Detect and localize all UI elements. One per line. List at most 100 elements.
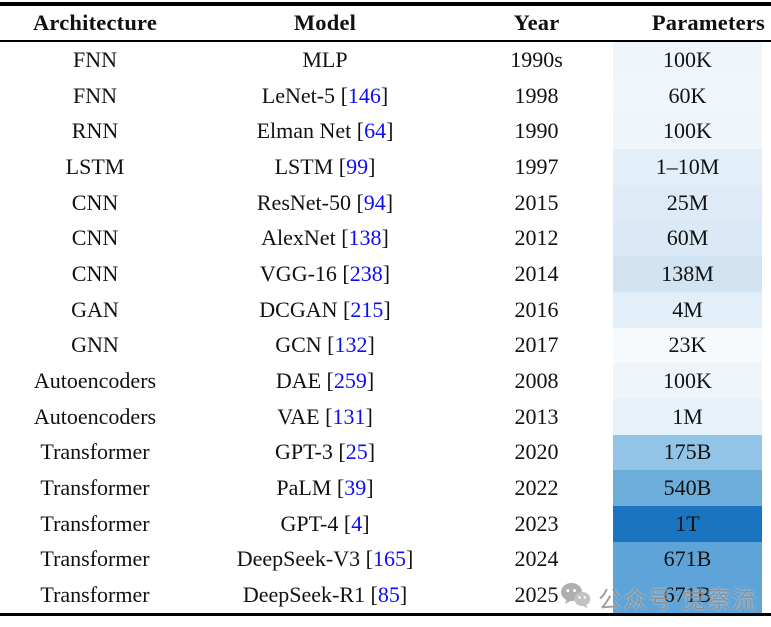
citation-bracket-open: [ (338, 510, 352, 536)
col-header-parameters: Parameters (651, 10, 765, 35)
citation-link[interactable]: 165 (372, 546, 406, 572)
citation-bracket-open: [ (365, 582, 378, 608)
params-cell: 100K (613, 113, 771, 150)
model-name: PaLM (276, 475, 332, 501)
citation-link[interactable]: 238 (349, 260, 383, 286)
params-value: 100K (613, 113, 762, 150)
citation-bracket-close: ] (385, 189, 394, 215)
model-name: LeNet-5 (261, 82, 336, 108)
architecture-cell: Transformer (40, 510, 150, 536)
table-bottom-rule (0, 613, 771, 616)
architecture-cell: Autoencoders (33, 368, 157, 394)
architecture-cell: CNN (71, 225, 119, 251)
table-row: Transformer GPT-4 [4] 2023 1T (0, 505, 771, 542)
table-row: RNN Elman Net [64] 1990 100K (0, 113, 771, 150)
citation-bracket-close: ] (383, 296, 391, 322)
model-cell: VGG-16 [238] (190, 256, 460, 292)
architecture-cell: Transformer (40, 582, 150, 608)
citation-link[interactable]: 131 (332, 403, 366, 429)
params-value: 138M (613, 256, 762, 292)
citation-link[interactable]: 99 (346, 153, 369, 179)
citation-bracket-open: [ (331, 475, 345, 501)
params-cell: 100K (613, 363, 771, 399)
table-row: LSTM LSTM [99] 1997 1–10M (0, 149, 771, 185)
year-cell: 2023 (514, 510, 559, 536)
model-cell: MLP (190, 42, 460, 78)
year-cell: 2022 (514, 475, 559, 501)
citation-link[interactable]: 94 (363, 189, 386, 215)
params-cell: 23K (613, 327, 771, 364)
params-cell: 540B (613, 470, 771, 506)
params-cell: 1T (613, 505, 771, 542)
model-cell: DeepSeek-R1 [85] (190, 577, 460, 613)
params-value: 1–10M (613, 149, 762, 185)
citation-bracket-open: [ (360, 546, 373, 572)
architecture-cell: FNN (72, 82, 117, 108)
architecture-cell: Transformer (40, 546, 150, 572)
params-value: 540B (613, 470, 762, 506)
year-cell: 1997 (514, 153, 559, 179)
citation-link[interactable]: 25 (345, 439, 368, 465)
table-row: CNN AlexNet [138] 2012 60M (0, 220, 771, 257)
model-name: MLP (302, 46, 348, 72)
params-value: 4M (613, 291, 762, 328)
citation-link[interactable]: 215 (350, 296, 384, 322)
params-value: 671B (613, 541, 762, 578)
table-row: FNN MLP 1990s 100K (0, 42, 771, 78)
citation-bracket-close: ] (386, 118, 394, 144)
params-cell: 138M (613, 256, 771, 292)
citation-bracket-open: [ (321, 332, 335, 358)
citation-link[interactable]: 39 (344, 475, 367, 501)
col-header-year: Year (513, 10, 560, 35)
citation-bracket-open: [ (321, 368, 334, 394)
table-row: Transformer DeepSeek-V3 [165] 2024 671B (0, 541, 771, 578)
model-cell: LSTM [99] (190, 149, 460, 185)
year-cell: 2020 (514, 439, 559, 465)
architecture-cell: GNN (71, 332, 119, 358)
model-name: DAE (275, 368, 322, 394)
params-cell: 1–10M (613, 149, 771, 185)
model-cell: DCGAN [215] (190, 292, 460, 328)
year-cell: 2008 (514, 368, 559, 394)
params-cell: 60K (613, 77, 771, 114)
citation-link[interactable]: 132 (334, 332, 368, 358)
citation-bracket-close: ] (368, 153, 376, 179)
params-cell: 671B (613, 541, 771, 578)
params-value: 671B (613, 577, 762, 613)
params-cell: 4M (613, 291, 771, 328)
architecture-cell: CNN (71, 260, 119, 286)
citation-link[interactable]: 138 (348, 225, 382, 251)
model-cell: AlexNet [138] (190, 220, 460, 256)
citation-bracket-open: [ (350, 189, 364, 215)
params-value: 60M (613, 220, 762, 257)
architecture-cell: LSTM (65, 153, 125, 179)
citation-bracket-close: ] (399, 582, 408, 608)
citation-link[interactable]: 259 (333, 368, 367, 394)
citation-link[interactable]: 64 (364, 118, 387, 144)
table-row: CNN ResNet-50 [94] 2015 25M (0, 184, 771, 221)
table-row: GNN GCN [132] 2017 23K (0, 327, 771, 364)
citation-bracket-open: [ (332, 439, 346, 465)
citation-link[interactable]: 146 (347, 82, 381, 108)
params-value: 1M (613, 398, 762, 435)
architecture-cell: GAN (71, 296, 119, 322)
citation-bracket-close: ] (405, 546, 414, 572)
params-value: 100K (613, 42, 762, 78)
col-header-architecture: Architecture (32, 10, 158, 35)
model-name: LSTM (274, 153, 334, 179)
table-row: Transformer PaLM [39] 2022 540B (0, 470, 771, 506)
params-cell: 25M (613, 184, 771, 221)
year-cell: 2014 (514, 260, 559, 286)
model-name: DeepSeek-V3 (236, 546, 361, 572)
model-name: Elman Net (256, 118, 352, 144)
citation-link[interactable]: 4 (351, 510, 363, 536)
year-cell: 1990s (510, 46, 563, 72)
model-name: GPT-4 (280, 510, 339, 536)
params-cell: 175B (613, 434, 771, 471)
citation-bracket-open: [ (336, 260, 350, 286)
citation-bracket-open: [ (335, 225, 349, 251)
architecture-cell: Transformer (40, 439, 150, 465)
params-value: 100K (613, 363, 762, 399)
citation-link[interactable]: 85 (377, 582, 400, 608)
